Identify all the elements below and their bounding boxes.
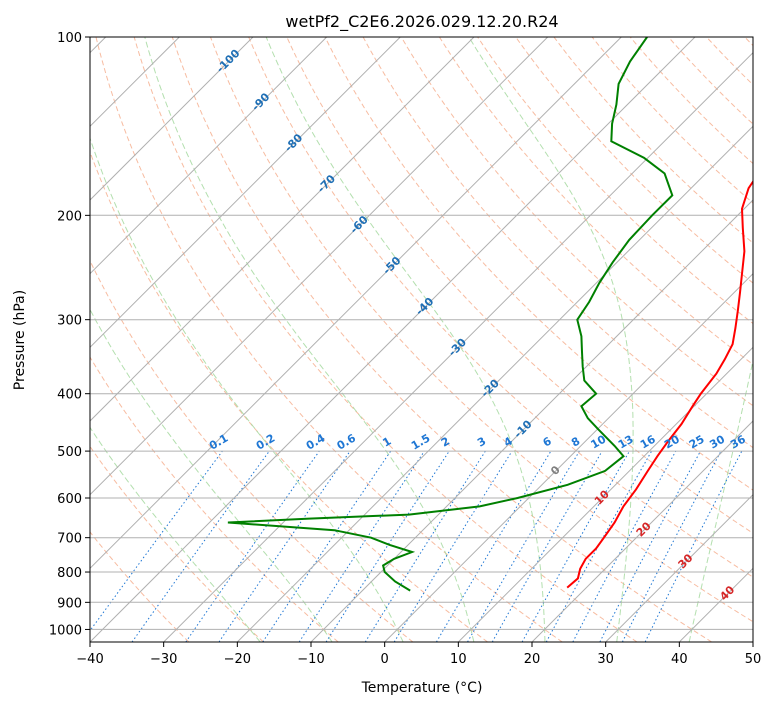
mixing-ratio-line: [90, 450, 223, 632]
x-tick-label: 40: [671, 652, 688, 667]
dry-adiabat: [171, 37, 712, 642]
y-axis-label: Pressure (hPa): [12, 290, 28, 390]
isotherm-line: [90, 37, 401, 349]
mixing-ratio-line: [521, 450, 630, 642]
profile-lines: [227, 37, 753, 592]
mixing-ratio-line: [298, 450, 425, 642]
isotherm-line: [90, 37, 475, 422]
x-tick-label: 50: [745, 652, 762, 667]
x-axis-label: Temperature (°C): [361, 680, 483, 696]
y-tick-label: 600: [57, 492, 82, 507]
dry-adiabat: [553, 37, 753, 244]
mixing-ratio-line: [325, 450, 450, 642]
dry-adiabat: [286, 37, 753, 534]
dry-adiabat: [90, 531, 190, 642]
isotherm-line: [90, 37, 328, 275]
x-tick-label: 10: [450, 652, 467, 667]
isotherm-line: [236, 125, 753, 642]
chart-title: wetPf2_C2E6.2026.029.12.20.R24: [285, 12, 558, 32]
axes: −40 −30 −20 −10 0 10 20 30 40 50 100 200 300 400 500 60…: [49, 31, 761, 667]
isotherm-line: [310, 199, 753, 642]
isotherm-line: [90, 37, 254, 201]
x-tick-label: −20: [224, 652, 251, 667]
mixing-ratio-line: [218, 450, 351, 642]
moist-adiabat: [688, 358, 753, 642]
dry-adiabat: [477, 37, 753, 325]
moist-adiabat: [265, 37, 546, 642]
background-lines: [90, 37, 753, 642]
grid-lines: [90, 37, 753, 642]
moist-adiabat: [90, 426, 261, 642]
dry-adiabat: [90, 259, 414, 642]
x-tick-label: 20: [524, 652, 541, 667]
isotherm-line: [90, 37, 622, 570]
dewpoint-line: [227, 37, 674, 592]
temperature-line: [566, 179, 753, 589]
mixing-ratio-line: [644, 450, 743, 642]
isotherm-line: [457, 346, 753, 642]
dry-adiabat: [133, 37, 638, 642]
y-tick-label: 100: [57, 31, 82, 46]
mixing-ratio-line: [262, 450, 392, 642]
plot-frame: [89, 36, 754, 643]
dry-adiabat: [90, 356, 339, 642]
y-tick-label: 300: [57, 314, 82, 329]
dry-adiabat: [248, 37, 753, 578]
x-tick-label: 0: [381, 652, 389, 667]
isotherm-line: [605, 493, 753, 642]
isotherm-line: [531, 420, 753, 642]
y-tick-label: 900: [57, 596, 82, 611]
x-tick-label: −10: [297, 652, 324, 667]
dry-adiabat: [591, 37, 753, 204]
dry-adiabat: [95, 37, 563, 642]
mixing-ratio-line: [572, 450, 677, 642]
y-tick-label: 800: [57, 566, 82, 581]
isotherm-line: [90, 37, 549, 496]
isotherm-line: [90, 37, 696, 642]
dry-adiabat: [400, 37, 753, 407]
y-tick-label: 700: [57, 532, 82, 547]
mixing-ratio-line: [545, 450, 653, 642]
moist-adiabat: [90, 136, 404, 642]
dry-adiabat: [210, 37, 753, 623]
moist-adiabat: [144, 37, 475, 642]
y-tick-label: 400: [57, 388, 82, 403]
y-tick-label: 1000: [49, 623, 82, 638]
dry-adiabat: [90, 150, 488, 642]
y-tick-label: 200: [57, 209, 82, 224]
x-tick-label: −40: [76, 652, 103, 667]
mixing-ratio-line: [185, 450, 320, 642]
x-tick-label: 30: [597, 652, 614, 667]
isotherm-line: [384, 272, 753, 642]
dry-adiabat: [438, 37, 753, 365]
y-tick-label: 500: [57, 445, 82, 460]
mixing-ratio-line: [393, 450, 513, 642]
dry-adiabat: [324, 37, 753, 491]
mixing-ratio-line: [131, 450, 270, 642]
isotherm-line: [163, 51, 753, 642]
x-tick-label: −30: [150, 652, 177, 667]
